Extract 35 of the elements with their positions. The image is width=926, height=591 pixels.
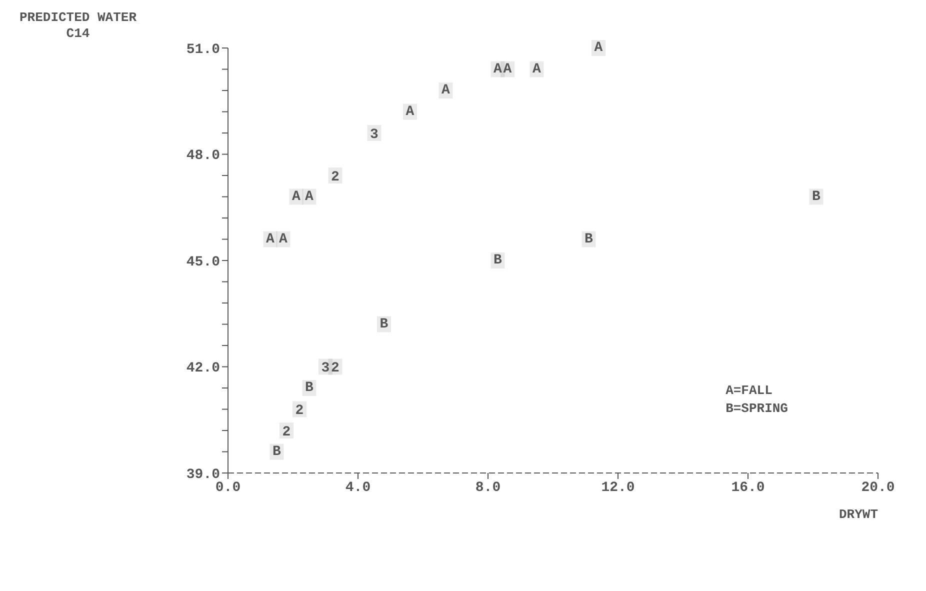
data-label: A <box>279 231 288 248</box>
annotation: 3 <box>370 126 378 143</box>
annotation: 2 <box>331 169 340 186</box>
data-label: B <box>494 252 503 268</box>
data-label: A <box>594 40 604 56</box>
data-label: A <box>305 188 314 205</box>
annotation: B=SPRING <box>726 400 788 418</box>
data-label: A <box>442 82 451 98</box>
annotation: 2 <box>282 424 291 440</box>
y-tick-label: 48.0 <box>186 148 220 164</box>
x-tick-label: 16.0 <box>731 480 765 496</box>
data-label: A <box>292 188 302 205</box>
annotation: A=FALL <box>726 382 774 400</box>
data-label: A <box>532 61 542 78</box>
y-tick-label: 45.0 <box>186 254 220 270</box>
y-tick-label: 42.0 <box>186 360 220 377</box>
annotation: 3 <box>321 360 330 377</box>
x-tick-label: 4.0 <box>345 480 371 496</box>
data-label: B <box>305 380 314 396</box>
x-tick-label: 20.0 <box>861 480 895 496</box>
data-label: B <box>380 316 389 332</box>
annotation: 2 <box>331 360 340 377</box>
data-label: A <box>406 104 415 120</box>
data-label: A <box>503 61 512 78</box>
data-label: B <box>812 188 822 205</box>
x-tick-label: 8.0 <box>475 480 501 496</box>
data-label: B <box>584 231 594 248</box>
data-label: A <box>266 231 276 248</box>
y-axis-title: PREDICTED WATER C14 <box>18 10 138 42</box>
data-label: B <box>272 444 282 460</box>
x-tick-label: 12.0 <box>601 480 635 496</box>
annotation: 2 <box>295 403 304 420</box>
data-label: A <box>494 61 503 78</box>
y-tick-label: 51.0 <box>186 42 220 58</box>
x-axis-title: DRYWT <box>838 507 878 522</box>
